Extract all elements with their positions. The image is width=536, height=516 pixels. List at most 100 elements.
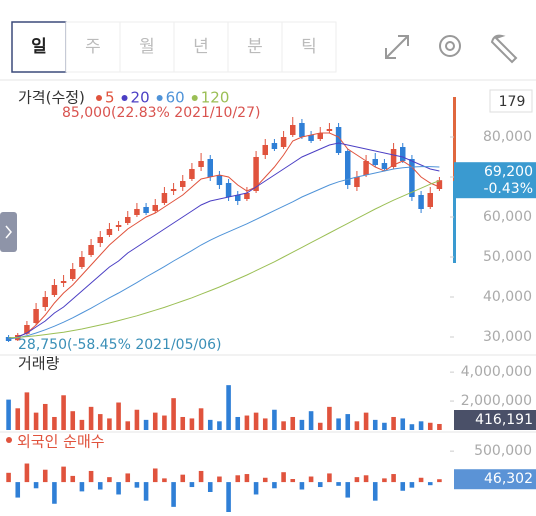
bar xyxy=(382,478,387,483)
bar xyxy=(437,423,442,430)
bar xyxy=(308,476,314,483)
tab[interactable] xyxy=(173,21,229,73)
bar xyxy=(354,421,360,430)
panel-title: 외국인 순매수 xyxy=(17,433,105,451)
legend-dot xyxy=(96,95,102,101)
tab-label[interactable]: 분 xyxy=(247,37,263,57)
tab[interactable] xyxy=(65,21,121,73)
bar xyxy=(281,421,286,430)
bar xyxy=(171,398,176,430)
tab-selected[interactable] xyxy=(11,21,67,73)
bar xyxy=(299,419,305,430)
bar xyxy=(134,409,140,430)
bar xyxy=(253,412,259,430)
tool-icon[interactable] xyxy=(490,34,518,64)
tab-label[interactable]: 주 xyxy=(85,37,101,57)
bar xyxy=(33,482,39,489)
bar xyxy=(88,406,94,430)
candle-body xyxy=(372,159,378,165)
settings-icon-center xyxy=(445,41,455,51)
side-toggle[interactable] xyxy=(0,212,17,252)
bar xyxy=(97,414,103,430)
legend-dot xyxy=(6,437,12,443)
candle-body xyxy=(216,175,223,185)
y-tick-label: 500,000 xyxy=(474,443,532,459)
bar xyxy=(24,463,30,483)
candle-body xyxy=(125,217,131,223)
tab[interactable] xyxy=(227,21,283,73)
legend-dot xyxy=(121,95,128,101)
candle-body xyxy=(24,325,30,334)
legend-label: 60 xyxy=(166,89,185,107)
candle-body xyxy=(70,269,76,279)
expand-icon[interactable] xyxy=(385,35,409,59)
panel-title: 거래량 xyxy=(18,355,60,373)
bar xyxy=(152,468,158,483)
candle-body xyxy=(60,281,67,283)
candle-body xyxy=(326,129,333,131)
settings-icon[interactable] xyxy=(439,35,461,57)
max-annotation: 85,000(22.83% 2021/10/27) xyxy=(62,105,260,121)
bar xyxy=(345,414,351,430)
bar xyxy=(198,408,204,430)
candle-body xyxy=(280,137,287,147)
bar xyxy=(317,482,323,488)
bar xyxy=(317,422,323,430)
candle-body xyxy=(207,159,213,177)
candle-body xyxy=(345,151,351,185)
bar xyxy=(116,482,121,495)
candle-body xyxy=(409,159,415,197)
tab-label[interactable]: 일 xyxy=(31,37,47,57)
moving-average xyxy=(8,180,440,339)
count-label: 179 xyxy=(499,94,526,110)
bar xyxy=(107,477,112,483)
bar xyxy=(61,466,66,483)
candle-body xyxy=(134,209,140,215)
bar xyxy=(70,411,76,430)
bar xyxy=(272,409,277,430)
bar xyxy=(226,385,231,430)
bar xyxy=(290,479,296,483)
bar xyxy=(372,419,378,430)
moving-average xyxy=(8,166,440,340)
tab[interactable] xyxy=(281,21,337,73)
bar xyxy=(418,421,424,430)
bar xyxy=(372,482,378,501)
candle-body xyxy=(180,181,186,187)
last-price: 69,200 xyxy=(484,164,533,180)
candle-body xyxy=(42,297,48,307)
last-value-box xyxy=(454,410,536,430)
candle-body xyxy=(33,309,39,323)
y-tick-label: 40,000 xyxy=(483,289,532,305)
tab-label[interactable]: 월 xyxy=(139,37,155,57)
bar xyxy=(272,482,277,489)
candle-body xyxy=(418,195,424,209)
bar xyxy=(116,402,121,430)
bar xyxy=(437,479,442,483)
tab[interactable] xyxy=(119,21,175,73)
bar xyxy=(400,482,406,491)
bar xyxy=(88,470,94,483)
bar xyxy=(363,475,369,483)
bar xyxy=(382,422,387,430)
bar xyxy=(79,482,85,492)
candle-body xyxy=(225,183,232,197)
candle-body xyxy=(51,285,58,295)
bar xyxy=(345,482,351,498)
candle-body xyxy=(390,149,397,167)
tab-label[interactable]: 틱 xyxy=(301,37,317,57)
candle-body xyxy=(317,133,323,139)
bar xyxy=(409,424,415,430)
count-box[interactable] xyxy=(489,89,533,113)
candle-body xyxy=(170,189,177,191)
candle-body xyxy=(143,207,149,213)
legend-dot xyxy=(156,95,163,101)
candle-body xyxy=(244,193,250,199)
bar xyxy=(299,482,305,490)
bar xyxy=(217,476,222,483)
tab-label[interactable]: 년 xyxy=(193,37,209,57)
y-tick-label: 2,000,000 xyxy=(461,393,532,409)
bar xyxy=(207,419,213,430)
bar xyxy=(235,416,241,430)
legend-dot xyxy=(191,95,198,101)
